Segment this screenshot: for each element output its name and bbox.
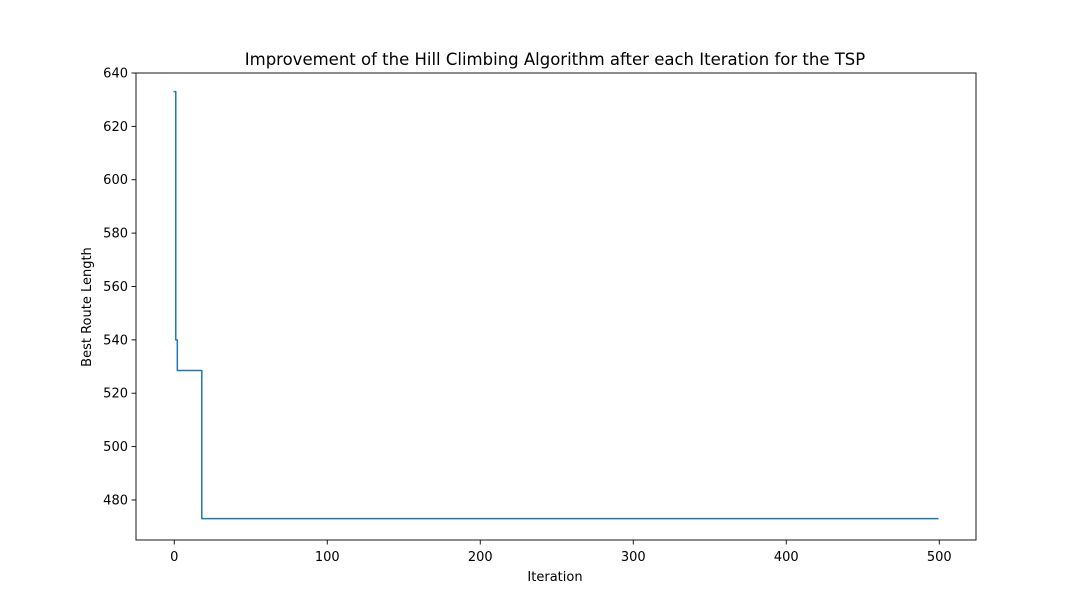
x-tick-label: 400 [774, 550, 799, 565]
y-tick-label: 600 [103, 173, 128, 188]
chart-title: Improvement of the Hill Climbing Algorit… [245, 50, 866, 69]
x-tick-label: 100 [315, 550, 340, 565]
series-line-0 [173, 90, 939, 520]
x-tick-label: 0 [170, 550, 178, 565]
x-tick-label: 500 [927, 550, 952, 565]
y-tick-label: 480 [103, 493, 128, 508]
y-axis-title: Best Route Length [80, 247, 95, 367]
x-tick-label: 300 [621, 550, 646, 565]
plot-area: 0 100 200 300 400 500 480 500 520 540 560 580 600 620… [103, 67, 977, 565]
x-tick-label: 200 [468, 550, 493, 565]
y-tick-label: 580 [103, 227, 128, 242]
x-axis-title: Iteration [527, 570, 582, 585]
y-tick-label: 620 [103, 120, 128, 135]
y-tick-label: 560 [103, 280, 128, 295]
y-tick-label: 540 [103, 333, 128, 348]
axes-frame [135, 72, 977, 541]
y-tick-label: 640 [103, 67, 128, 82]
y-tick-label: 520 [103, 387, 128, 402]
y-tick-label: 500 [103, 440, 128, 455]
